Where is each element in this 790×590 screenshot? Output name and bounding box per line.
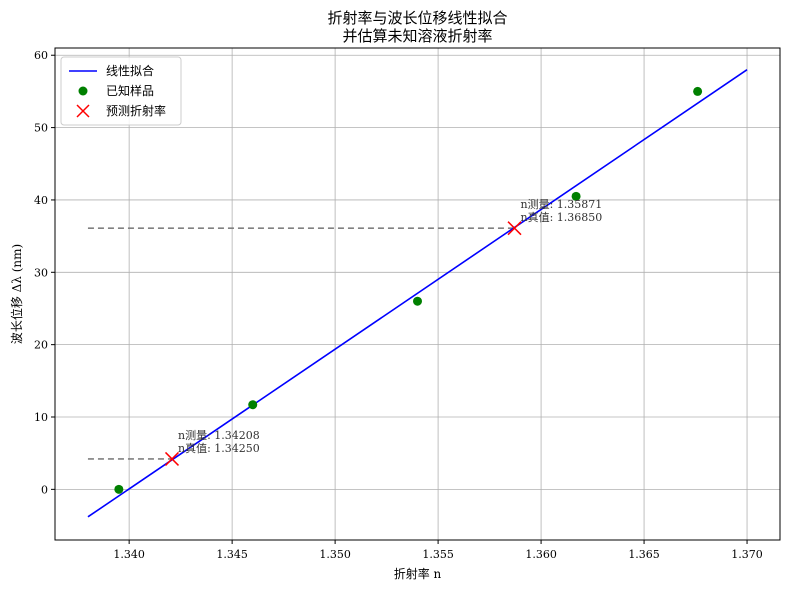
x-axis-ticks: 1.340 1.345 1.350 1.355 1.360 1.365 1.370	[113, 540, 763, 561]
x-tick-label-5: 1.365	[628, 548, 660, 561]
fit-line-group	[87, 69, 748, 518]
annotation-true-1: n真值: 1.34250	[178, 441, 260, 455]
x-tick-label-0: 1.340	[113, 548, 145, 561]
legend-known-sample-swatch	[78, 86, 88, 96]
y-tick-label-4: 40	[34, 194, 48, 207]
x-tick-label-2: 1.350	[319, 548, 351, 561]
x-tick-label-6: 1.370	[731, 548, 763, 561]
legend-known-sample-label: 已知样品	[106, 83, 154, 98]
grid	[55, 48, 780, 540]
y-tick-label-1: 10	[34, 411, 48, 424]
annotation-measured-2: n测量: 1.35871	[521, 198, 603, 211]
legend-prediction-swatch-stroke-b	[76, 104, 90, 118]
chart-title: 折射率与波长位移线性拟合并估算未知溶液折射率	[327, 9, 507, 45]
y-tick-label-2: 20	[34, 339, 48, 352]
title-text: 折射率与波长位移线性拟合并估算未知溶液折射率	[327, 9, 507, 45]
legend-fit-line-label: 线性拟合	[106, 63, 154, 78]
legend-box	[60, 56, 182, 126]
known-sample-point-2	[248, 400, 258, 410]
legend-prediction-label: 预测折射率	[106, 103, 166, 118]
x-axis-label: 折射率 n	[394, 566, 442, 581]
annotation-true-2: n真值: 1.36850	[521, 210, 603, 224]
legend-prediction-swatch	[76, 104, 90, 118]
guide-lines	[87, 227, 515, 460]
y-axis-ticks: 0 10 20 30 40 50 60	[34, 49, 55, 496]
known-sample-points	[114, 86, 703, 494]
prediction-marker-1-stroke-b	[164, 451, 180, 466]
y-tick-label-6: 60	[34, 49, 48, 62]
plot-border	[54, 47, 781, 541]
x-tick-label-1: 1.345	[216, 548, 248, 561]
known-sample-point-3	[413, 296, 422, 306]
prediction-markers	[164, 221, 522, 466]
known-sample-point-4	[571, 191, 581, 201]
known-sample-point-1	[114, 484, 124, 494]
title-line-1: 折射率与波长位移线性拟合	[327, 9, 507, 27]
y-tick-label-5: 50	[34, 122, 48, 135]
prediction-marker-1	[164, 451, 180, 466]
y-tick-label-0: 0	[41, 483, 48, 496]
known-sample-point-5	[693, 86, 703, 96]
x-tick-label-4: 1.360	[525, 548, 557, 561]
title-line-2: 并估算未知溶液折射率	[342, 27, 492, 45]
x-tick-label-3: 1.355	[422, 548, 454, 561]
y-axis-label: 波长位移 Δλ (nm)	[9, 244, 24, 344]
fit-line	[87, 69, 748, 518]
y-tick-label-3: 30	[34, 266, 48, 279]
annotation-measured-1: n测量: 1.34208	[178, 429, 260, 442]
prediction-marker-2	[507, 221, 522, 236]
prediction-marker-2-stroke-b	[507, 221, 522, 236]
